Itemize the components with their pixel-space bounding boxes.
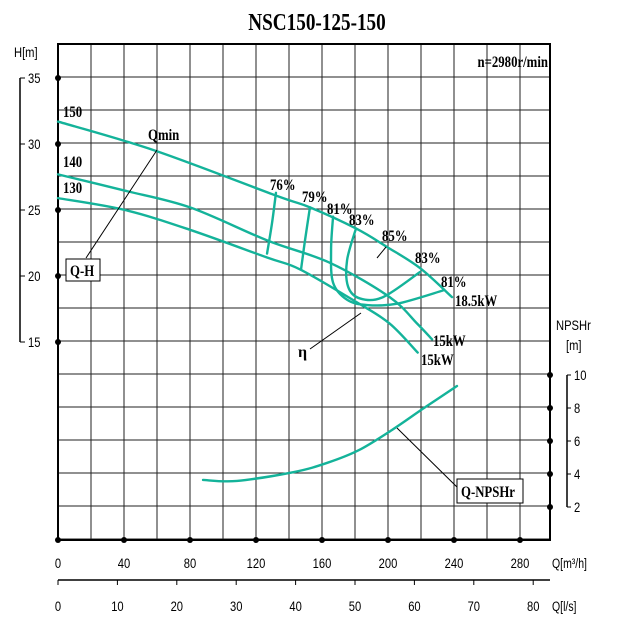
- y-axis-dot: [55, 273, 61, 279]
- eff-label-79: 79%: [302, 189, 328, 207]
- x2-tick-label: 50: [349, 599, 361, 614]
- x-axis-dot: [517, 537, 523, 543]
- plot-frame: [57, 43, 551, 541]
- efficiency-contour-79: [299, 206, 312, 271]
- y2-axis-dot: [547, 438, 553, 444]
- x2-tick-label: 70: [468, 599, 480, 614]
- x-tick-label: 120: [247, 556, 266, 571]
- eff-label-76: 76%: [270, 177, 296, 195]
- x2-tick-label: 0: [55, 599, 61, 614]
- y-tick-label: 25: [28, 203, 40, 218]
- y2-tick-label: 8: [574, 401, 580, 416]
- eff-label-81: 81%: [327, 201, 353, 219]
- x2-tick-label: 60: [408, 599, 420, 614]
- x-tick-label: 0: [55, 556, 61, 571]
- x-axis-dot: [451, 537, 457, 543]
- x-tick-label: 280: [511, 556, 530, 571]
- power-label-140: 15kW: [433, 333, 466, 351]
- x-tick-label: 200: [379, 556, 398, 571]
- y2-tick-label: 10: [574, 368, 586, 383]
- x-axis-label: Q[m³/h]: [552, 556, 587, 572]
- power-label-150: 18.5kW: [455, 293, 498, 311]
- x-axis-dot: [319, 537, 325, 543]
- eta-label: η: [298, 344, 307, 361]
- x2-tick-label: 20: [171, 599, 183, 614]
- x-axis-dot: [187, 537, 193, 543]
- y2-axis-dot: [547, 504, 553, 510]
- y-axis-dot: [55, 75, 61, 81]
- head-curve-150: [56, 120, 454, 299]
- x-axis-dot: [55, 537, 61, 543]
- npsh-leader: [396, 427, 461, 491]
- x-tick-label: 160: [313, 556, 332, 571]
- npsh-label: Q-NPSHr: [461, 484, 515, 502]
- qh-label: Q-H: [70, 263, 95, 281]
- eff-label-83: 83%: [349, 212, 375, 230]
- y2-tick-label: 6: [574, 434, 580, 449]
- y2-axis-dot: [547, 372, 553, 378]
- y-tick-label: 20: [28, 269, 40, 284]
- y-axis-dot: [55, 141, 61, 147]
- x-tick-label: 40: [118, 556, 130, 571]
- x-tick-label: 240: [445, 556, 464, 571]
- head-curve-label-130: 130: [63, 180, 82, 198]
- y-axis-dot: [55, 339, 61, 345]
- qmin-leader: [85, 149, 158, 259]
- x-axis-dot: [385, 537, 391, 543]
- qh-label-box: [65, 258, 101, 282]
- y2-tick-label: 2: [574, 500, 580, 515]
- y-tick-label: 15: [28, 335, 40, 350]
- head-curve-label-150: 150: [63, 104, 82, 122]
- qmin-label: Qmin: [148, 127, 179, 145]
- power-label-130: 15kW: [421, 352, 454, 370]
- curves: [56, 120, 459, 483]
- y-axis-dot: [55, 207, 61, 213]
- y-tick-label: 30: [28, 137, 40, 152]
- efficiency-contour-81: [329, 215, 445, 307]
- head-curve-130: [56, 196, 419, 354]
- y2-axis-label-line1: NPSHr: [556, 318, 591, 333]
- efficiency-contour-76: [265, 191, 278, 255]
- eff-85-leader: [376, 246, 387, 259]
- npsh-curve: [201, 384, 459, 483]
- head-curve-140: [56, 173, 434, 341]
- npsh-label-box: [456, 478, 524, 504]
- x-axis-dot: [121, 537, 127, 543]
- y2-axis-label-line2: [m]: [566, 338, 582, 353]
- x2-tick-label: 30: [230, 599, 242, 614]
- efficiency-contour-83: [345, 227, 422, 302]
- x-tick-label: 80: [184, 556, 196, 571]
- y-axis-label: H[m]: [14, 45, 38, 60]
- speed-label: n=2980r/min: [478, 54, 548, 72]
- y2-tick-label: 4: [574, 467, 580, 482]
- x2-axis-label: Q[l/s]: [552, 599, 576, 615]
- x2-tick-label: 80: [527, 599, 539, 614]
- eff-label-81-right: 81%: [441, 274, 467, 292]
- chart-title: NSC150-125-150: [248, 9, 386, 36]
- x2-tick-label: 10: [111, 599, 123, 614]
- y-tick-label: 35: [28, 71, 40, 86]
- head-curve-label-140: 140: [63, 154, 82, 172]
- eff-label-83-right: 83%: [415, 250, 441, 268]
- axis-ticks: 15 20 25 30 35 2 4 6 8 10 0 40 80 120 160 200 240 280 0 10 2…: [19, 71, 586, 614]
- y2-axis-dot: [547, 405, 553, 411]
- x-axis-dot: [253, 537, 259, 543]
- x2-tick-label: 40: [289, 599, 301, 614]
- eta-leader: [309, 312, 362, 350]
- eff-label-85: 85%: [382, 228, 408, 246]
- y2-axis-dot: [547, 471, 553, 477]
